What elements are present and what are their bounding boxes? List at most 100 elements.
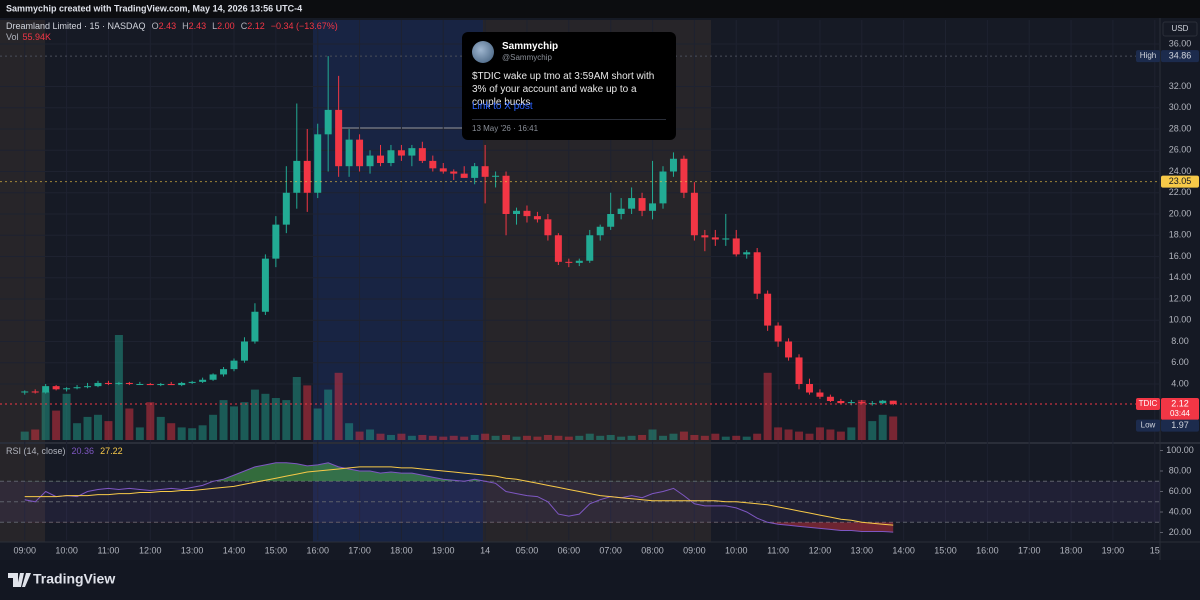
volume-bar — [805, 433, 814, 440]
x-tick-label: 15:00 — [265, 545, 288, 555]
volume-bar — [31, 429, 40, 440]
marker-value: 1.97 — [1171, 420, 1189, 430]
candle-body — [408, 148, 416, 156]
y-tick-label: 8.00 — [1171, 336, 1189, 346]
volume-bar — [240, 402, 249, 440]
candle-body — [481, 166, 489, 177]
volume-bar — [564, 436, 573, 440]
candle-body — [617, 208, 625, 215]
x-tick-label: 16:00 — [306, 545, 329, 555]
y-tick-label: 24.00 — [1169, 166, 1192, 176]
volume-bar — [407, 435, 416, 440]
volume-bar — [292, 377, 301, 440]
volume-bar — [784, 429, 793, 440]
y-tick-label: 20.00 — [1169, 208, 1192, 218]
volume-bar — [690, 434, 699, 440]
volume-bar — [543, 434, 552, 440]
volume-bar — [20, 431, 29, 440]
marker-value: 34.86 — [1169, 50, 1192, 60]
marker-value-box — [1161, 175, 1199, 188]
volume-bar — [62, 393, 71, 440]
candle-body — [115, 382, 123, 385]
candle-body — [680, 158, 688, 193]
rsi-y-tick-label: 20.00 — [1169, 527, 1192, 537]
volume-bar — [763, 372, 772, 440]
candle-body — [586, 235, 594, 261]
volume-bar — [135, 427, 144, 440]
candle-body — [188, 381, 196, 383]
ohlc-key: O — [152, 21, 159, 31]
rsi-y-tick-label: 80.00 — [1169, 465, 1192, 475]
y-tick-label: 26.00 — [1169, 145, 1192, 155]
candle-body — [837, 401, 845, 404]
candle-body — [345, 139, 353, 167]
candle-body — [439, 168, 447, 172]
volume-bar — [146, 402, 155, 440]
candle-body — [711, 237, 719, 240]
marker-tag — [1136, 419, 1160, 432]
candle-body — [356, 139, 364, 167]
volume-bar — [617, 436, 626, 440]
volume-bar — [73, 423, 82, 440]
candle-body — [94, 382, 102, 387]
volume-bar — [857, 400, 866, 440]
volume-bar — [93, 414, 102, 440]
candle-body — [554, 235, 562, 262]
symbol-legend: Dreamland Limited · 15 · NASDAQ O2.43 H2.4… — [6, 21, 338, 31]
candle-body — [816, 392, 824, 397]
volume-bar — [700, 435, 709, 440]
volume-bar — [795, 431, 804, 440]
volume-bar — [491, 435, 500, 440]
volume-bars — [20, 335, 898, 440]
ohlc-key: H — [182, 21, 189, 31]
x-tick-label: 17:00 — [348, 545, 371, 555]
volume-bar — [460, 436, 469, 440]
brand-logo — [8, 573, 31, 587]
candle-body — [889, 400, 897, 404]
candle-body — [199, 379, 207, 382]
volume-bar — [250, 389, 259, 440]
volume-bar — [439, 436, 448, 440]
x-tick-label: 14:00 — [892, 545, 915, 555]
candle-body — [868, 403, 876, 405]
volume-bar — [679, 431, 688, 440]
volume-bar — [198, 425, 207, 440]
rsi-ma-value: 27.22 — [100, 446, 123, 456]
volume-bar — [648, 429, 657, 440]
volume-bar — [230, 406, 239, 440]
volume-bar — [836, 431, 845, 440]
y-tick-label: 28.00 — [1169, 123, 1192, 133]
currency-box[interactable] — [1162, 21, 1198, 37]
author-line: Sammychip created with TradingView.com, … — [6, 3, 302, 13]
candle-body — [659, 171, 667, 204]
footer: TradingView — [0, 560, 1200, 600]
y-tick-label: 30.00 — [1169, 102, 1192, 112]
ohlc-key: L — [212, 21, 217, 31]
x-tick-label: 11:00 — [767, 545, 789, 555]
rsi-oversold-fill — [767, 522, 894, 533]
x-tick-label: 15:00 — [934, 545, 957, 555]
x-tick-label: 15 — [1150, 545, 1160, 555]
volume-bar — [481, 433, 490, 440]
x-tick-label: 13:00 — [181, 545, 204, 555]
candle-body — [722, 238, 730, 240]
x-tick-label: 10:00 — [55, 545, 78, 555]
volume-bar — [815, 427, 824, 440]
y-tick-label: 36.00 — [1169, 38, 1192, 48]
candle-body — [31, 391, 39, 393]
volume-bar — [585, 433, 594, 440]
rsi-ma-line — [24, 466, 894, 526]
tweet-link[interactable]: Link to X post — [472, 101, 533, 112]
rsi-pane — [0, 450, 1163, 534]
x-tick-label: 09:00 — [13, 545, 36, 555]
candle-body — [533, 216, 541, 220]
marker-value: 23.05 — [1169, 176, 1192, 186]
volume-bar — [575, 435, 584, 440]
candle-body — [513, 210, 521, 215]
candle-body — [314, 134, 322, 193]
ohlc-key: C — [241, 21, 248, 31]
candle-body — [84, 386, 92, 388]
y-tick-label: 12.00 — [1169, 293, 1192, 303]
volume-bar — [104, 421, 113, 440]
